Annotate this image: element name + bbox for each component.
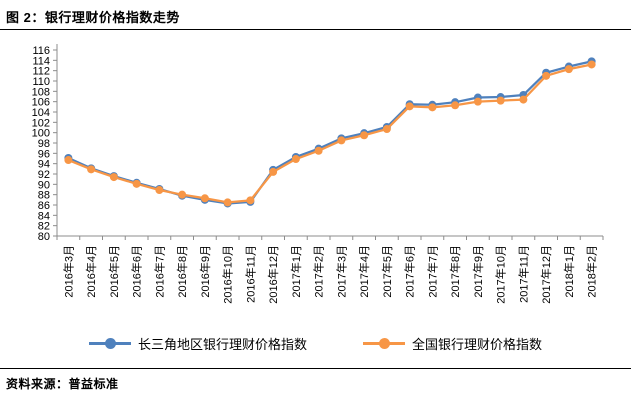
- y-tick-label: 94: [38, 159, 50, 171]
- y-tick-label: 116: [32, 45, 50, 57]
- x-tick-label: 2016年10月: [221, 245, 235, 304]
- x-tick-label: 2017年1月: [289, 245, 303, 298]
- x-tick-label: 2016年3月: [61, 245, 75, 298]
- x-tick-label: 2017年5月: [380, 245, 394, 298]
- data-point: [587, 60, 596, 69]
- data-point: [132, 179, 141, 188]
- y-tick-label: 102: [32, 117, 50, 129]
- legend-item-national: 全国银行理财价格指数: [363, 334, 542, 353]
- data-point: [542, 71, 551, 80]
- yangtze-series-marker-icon: [88, 337, 131, 349]
- data-point: [200, 194, 209, 203]
- x-tick-label: 2017年10月: [494, 245, 508, 304]
- x-axis-labels: 2016年3月 2016年4月 2016年5月 2016年6月 2016年7月 2016年…: [61, 245, 598, 304]
- y-tick-label: 106: [32, 97, 50, 109]
- legend-label-national: 全国银行理财价格指数: [412, 336, 543, 352]
- series-national: [64, 60, 596, 207]
- y-tick-label: 100: [32, 128, 50, 140]
- chart-canvas: 8082848688909294969810010210410610811011…: [32, 44, 604, 304]
- data-point: [109, 173, 118, 182]
- legend-dot-icon: [379, 337, 390, 349]
- figure-header: 图 2：银行理财价格指数走势: [0, 0, 631, 30]
- y-tick-label: 92: [38, 169, 50, 181]
- series-line: [67, 60, 593, 205]
- chart-legend: 长三角地区银行理财价格指数 全国银行理财价格指数: [0, 331, 631, 355]
- data-point: [382, 125, 391, 134]
- y-axis-labels: 8082848688909294969810010210410610811011…: [32, 45, 50, 243]
- x-tick-label: 2018年1月: [562, 245, 576, 298]
- x-tick-label: 2016年9月: [198, 245, 212, 298]
- y-tick-label: 112: [32, 66, 50, 78]
- x-tick-label: 2017年2月: [312, 245, 326, 298]
- data-point: [428, 103, 437, 112]
- y-tick-label: 114: [32, 55, 50, 67]
- x-tick-label: 2016年6月: [130, 245, 144, 298]
- y-tick-label: 96: [38, 148, 50, 160]
- y-tick-label: 84: [38, 210, 50, 222]
- figure-footer: 资料来源：普益标准: [0, 368, 631, 393]
- y-tick-label: 80: [38, 231, 50, 243]
- series-line: [67, 63, 593, 204]
- legend-label-yangtze: 长三角地区银行理财价格指数: [137, 336, 307, 352]
- legend-item-yangtze-delta: 长三角地区银行理财价格指数: [88, 334, 307, 353]
- data-point: [87, 165, 96, 174]
- y-tick-label: 82: [38, 221, 50, 233]
- source-note: 资料来源：普益标准: [6, 377, 119, 391]
- data-point: [269, 167, 278, 176]
- legend-dot-icon: [104, 337, 116, 349]
- data-point: [337, 136, 346, 145]
- y-tick-label: 104: [32, 107, 50, 119]
- x-tick-label: 2017年3月: [334, 245, 348, 298]
- y-tick-label: 98: [38, 138, 50, 150]
- national-series-marker-icon: [363, 337, 405, 349]
- data-point: [496, 96, 505, 105]
- data-point: [519, 95, 528, 104]
- x-tick-label: 2016年5月: [107, 245, 121, 298]
- x-tick-label: 2017年4月: [357, 245, 371, 298]
- data-point: [564, 65, 573, 74]
- price-index-line-chart: 80 82 84 86 88 90 92 94 96 98 100 102 104 106 108 110 11…: [0, 30, 631, 330]
- data-point: [223, 198, 232, 207]
- data-point: [64, 156, 73, 165]
- data-point: [360, 131, 369, 140]
- y-tick-label: 110: [32, 76, 50, 88]
- data-point: [451, 101, 460, 110]
- x-tick-label: 2016年4月: [84, 245, 98, 298]
- x-tick-label: 2016年8月: [175, 245, 189, 298]
- data-point: [178, 190, 187, 199]
- data-point: [246, 196, 255, 205]
- y-tick-label: 88: [38, 190, 50, 202]
- figure-title: 图 2：银行理财价格指数走势: [6, 10, 180, 25]
- y-tick-label: 90: [38, 179, 50, 191]
- x-tick-label: 2017年9月: [471, 245, 485, 298]
- x-tick-label: 2017年6月: [403, 245, 417, 298]
- x-tick-label: 2017年12月: [539, 245, 553, 304]
- data-point: [314, 146, 323, 155]
- x-tick-label: 2017年8月: [448, 245, 462, 298]
- x-tick-label: 2016年12月: [266, 245, 280, 304]
- y-tick-label: 108: [32, 86, 50, 98]
- data-point: [291, 155, 300, 164]
- x-tick-label: 2018年2月: [585, 245, 599, 298]
- data-point: [473, 97, 482, 106]
- x-tick-label: 2017年11月: [516, 245, 530, 303]
- axes: [53, 44, 604, 240]
- data-point: [155, 186, 164, 195]
- x-tick-label: 2017年7月: [425, 245, 439, 298]
- x-tick-label: 2016年11月: [243, 245, 257, 303]
- y-tick-label: 86: [38, 200, 50, 212]
- x-tick-label: 2016年7月: [152, 245, 166, 298]
- data-point: [405, 102, 414, 111]
